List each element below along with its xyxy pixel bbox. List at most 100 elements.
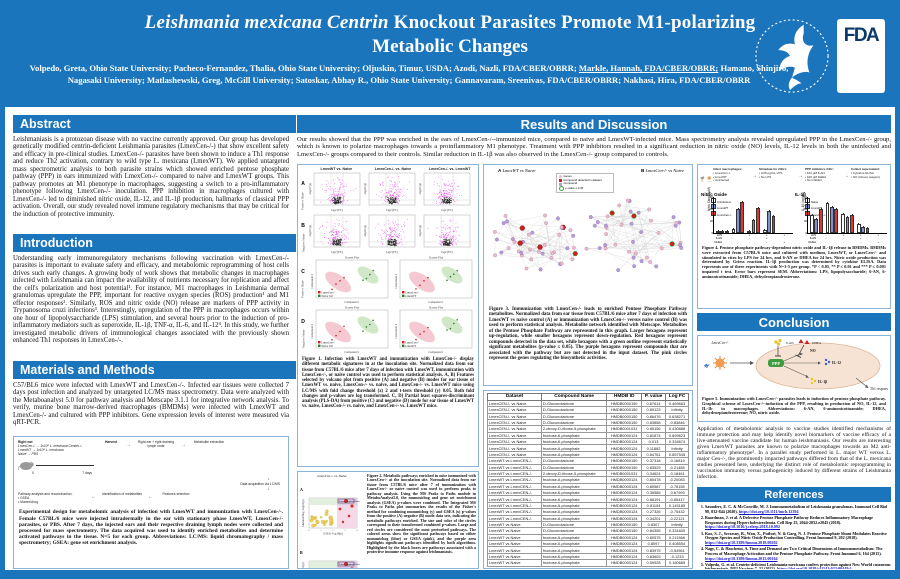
table-cell: HMDB0000150 [606, 457, 643, 465]
bar [767, 209, 771, 233]
table-cell: HMDB0000124 [606, 444, 643, 452]
table-cell: HMDB0000150 [606, 412, 643, 420]
volcano-plot: log2 (FC) -log10 (p) [363, 214, 416, 254]
svg-text:Pentose Phosphate Pathway: Pentose Phosphate Pathway [339, 501, 360, 503]
table-cell: 0.331605 [665, 527, 689, 535]
figure2-box: LmexCen-/- vs. Naive A Pentose Phosphate… [297, 471, 479, 569]
y-tick: 40 [709, 207, 713, 211]
svg-text:2: 2 [332, 529, 334, 532]
il1b-chart: IL-1βNaiveLmexWTLmexCen-/-IL-1β (ng/mL)0… [795, 192, 887, 244]
parasite-label: LmexCen-/- [711, 341, 730, 345]
table-cell: HMDB0000150 [606, 527, 643, 535]
bar-group [841, 212, 854, 233]
bar [810, 214, 814, 233]
legend-label: Compound detected in dataset [563, 177, 602, 182]
svg-text:log2 (FC): log2 (FC) [386, 250, 398, 254]
legend-label: Genes [563, 174, 572, 178]
mode-label: Negative Mode [301, 329, 306, 349]
reference-text: Baardman, J. et al. A Defective Pentose … [705, 514, 873, 525]
svg-text:LmexCen-/-: LmexCen-/- [405, 291, 419, 294]
table-cell: 0.857545 [665, 450, 689, 459]
table-cell: HMDB0000124 [606, 495, 643, 503]
table-header: Log FC [665, 393, 689, 401]
svg-text:LmexWT: LmexWT [405, 295, 416, 298]
bar [865, 227, 870, 233]
matrix-sign: + [842, 233, 845, 237]
reference-doi-link[interactable]: https://doi.org/10.3389/fimmu.2018.00202 [705, 539, 778, 545]
flow-step-title: Stimulate for 24hrs: [759, 167, 788, 171]
bar [720, 230, 725, 233]
matrix-sign: + [783, 233, 786, 237]
conclusion-body: Application of metabolomic analysis to v… [697, 426, 891, 481]
reference-doi-link[interactable]: https://doi.org/10.3389/fimmu.2015.00164 [705, 555, 778, 561]
bar [861, 226, 865, 233]
table-header: HMDB ID [606, 393, 643, 401]
table-cell: fructose-6-phosphate [540, 559, 608, 567]
condition-matrix: LPS - + + +6-AN - - + - DHEA - - - + [713, 233, 793, 244]
reference-doi-link[interactable]: https://doi.org/10.1111/imcb.12394 [738, 508, 799, 514]
legend-item: Genes [559, 174, 611, 179]
flow-step: PPP inhibitors 24hr: • 100 µM 6-AN • 100 µ… [805, 167, 842, 183]
panel-label-a: A [498, 168, 502, 173]
legend-chip-icon [559, 175, 562, 179]
il1b-label: IL-1β [818, 380, 827, 384]
bar [849, 214, 854, 233]
svg-text:Scores Plot: Scores Plot [345, 306, 360, 310]
table-cell: HMDB0000124 [606, 501, 643, 510]
matrix-row: DHEA - - - + [713, 239, 793, 244]
flow-step-title: Collect supernatant: [851, 167, 881, 171]
row-label: B [301, 223, 305, 229]
svg-text:0: 0 [308, 529, 310, 532]
table-cell: HMDB0001031 [606, 425, 643, 433]
reference-doi-link[interactable]: https://doi.org/10.1016/j.celrep.2018.10… [705, 524, 780, 530]
reference-doi-link[interactable]: https://doi.org/10.1038/s41541-022-00449… [776, 566, 852, 569]
flow-arrow-down: ↓ [267, 475, 271, 482]
flow-arrow-down: ↓ [267, 485, 271, 492]
title-species: Leishmania mexicana Centrin [144, 12, 389, 33]
abstract-header: Abstract [13, 115, 296, 133]
flow-arrow: ← [148, 494, 153, 501]
mode-label: Positive Mode [301, 192, 306, 210]
svg-text:log2 (FC): log2 (FC) [441, 208, 453, 212]
table-cell: 0.180685 [665, 559, 689, 567]
legend-chip-icon [559, 178, 562, 182]
timeline-end: 7 days [82, 471, 92, 476]
enrichment-plot-a: Pentose Phosphate Pathway GSEA -log10(p) M… [301, 497, 361, 536]
flow-step: Stimulate for 24hrs: • 0.05 µg/mL LPS • No… [759, 167, 796, 183]
flow-step-item: • LmexCen-/- [713, 170, 731, 175]
matrix-sign: - [731, 239, 733, 244]
matrix-row: DHEA - - - + [807, 239, 887, 244]
matrix-row: LPS - + + + [713, 233, 793, 237]
flow-step: Collect supernatant: • Cytokine ELISA • NO… [851, 167, 888, 183]
matrix-sign: - [842, 239, 844, 244]
table-cell: HMDB0000124 [606, 450, 643, 459]
parasite-icon [715, 358, 725, 368]
figure3-titles: A LmexWT vs Naive B LmexCen-/- vs Naive [498, 168, 684, 173]
legend-chip-icon [559, 185, 564, 191]
pathway-title: Pathway analysis and reconstruction: [18, 492, 73, 497]
matrix-sign: - [825, 236, 827, 241]
table-cell: HMDB0000124 [606, 476, 643, 484]
matrix-row-label: DHEA [808, 239, 817, 244]
legend-label: p-value ≤ 0.05 [565, 185, 584, 190]
matrix-sign: - [825, 233, 827, 237]
bar [825, 202, 830, 233]
ppp-metabolites-table: Dataset Compound Name HMDB ID P. value Log F… [487, 393, 689, 567]
figure1-row-d: D Negative Mode Scores Plot LmexCen-/- Naiv… [298, 305, 478, 355]
table-cell: 0.899623 [665, 431, 689, 440]
volcano-plot: log2 (FC) -log10 (p) [363, 172, 416, 212]
panel-title: LmexCen-/- vs. LmexWT [428, 167, 471, 171]
svg-text:log2 (FC): log2 (FC) [386, 208, 398, 212]
inoculation-line: LmexCen-/- → 1x10⁶ L. mexicana Centrin-/… [18, 444, 83, 449]
table-cell: HMDB0000124 [606, 533, 643, 542]
matrix-sign: - [877, 236, 879, 241]
reference-item: Nagy, C. & Haschemi, A. Time and Demand … [705, 546, 891, 561]
table-row: LmexWT vs LmexCEN-/- D-Gluconolactone HMDB… [487, 463, 689, 471]
table-row: LmexWT vs Naive fructose-6-phosphate HMDB0… [487, 559, 689, 567]
bmdm-label: BMDMs [707, 181, 711, 183]
svg-text:Component 1: Component 1 [428, 351, 444, 354]
bar-group [762, 209, 776, 233]
matrix-row: LPS - + + + [807, 233, 887, 237]
svg-text:GSEA -log10(p): GSEA -log10(p) [323, 532, 343, 536]
flow-step-metabolite-extraction: Metabolite extraction [193, 440, 225, 444]
